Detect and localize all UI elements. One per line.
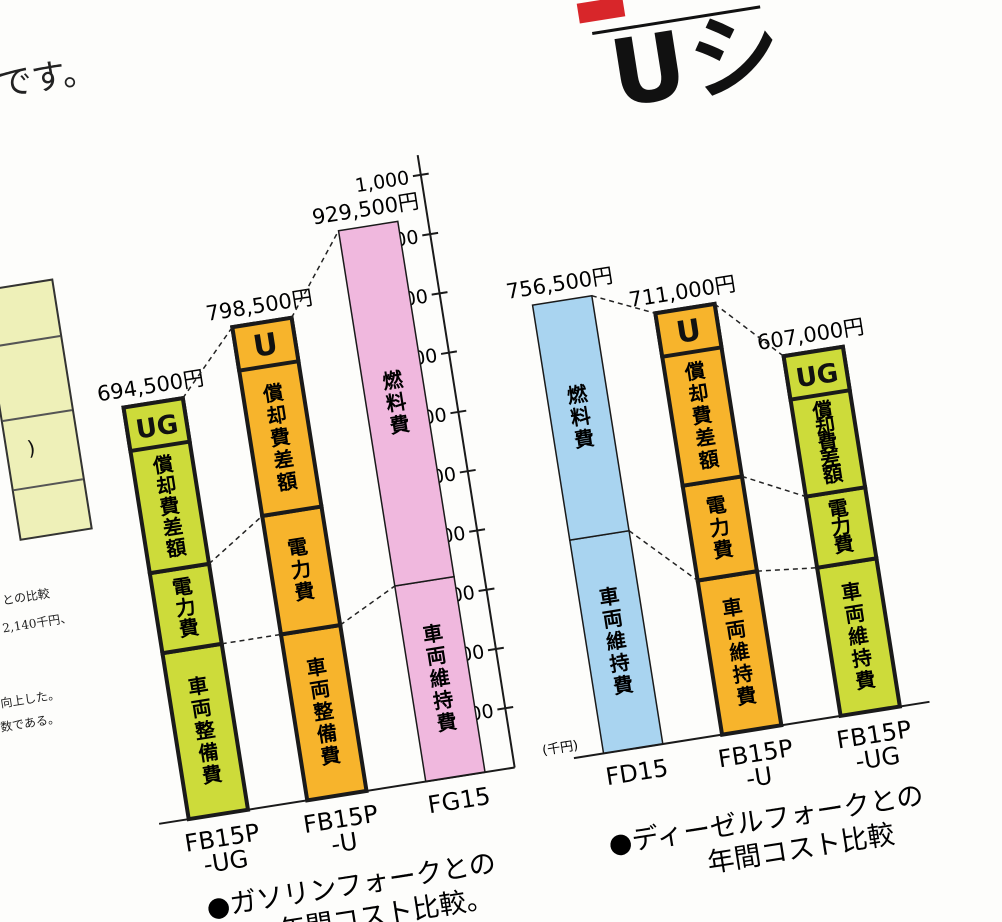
- bar-0-0-badge: UG: [134, 409, 181, 445]
- chart-plot-area: 1002003004005006007008009001,000(千円)UG車両…: [95, 154, 930, 922]
- connector-1-0-0: [628, 530, 699, 582]
- bar-1-2-segment-0-label: 車両維持費: [840, 578, 878, 693]
- bar-0-1-badge-box: [230, 315, 301, 373]
- category-sublabel-1-2: -UG: [853, 741, 902, 776]
- bar-0-2-segment-1: [337, 220, 455, 587]
- bar-0-0-segment-0-label: 車両整備費: [185, 672, 224, 787]
- connector-0-0-1: [208, 515, 263, 565]
- connector-1-0-1: [591, 295, 656, 315]
- bar-0-0-total-label: 694,500円: [95, 366, 205, 407]
- y-tick-600: [450, 409, 467, 415]
- y-axis-line: [416, 154, 516, 768]
- bar-1-2-segment-2-label: 償却費差額: [810, 396, 846, 487]
- bar-1-1-segment-0-label: 車両維持費: [721, 594, 759, 709]
- bar-0-0-segment-1-label: 電力費: [170, 573, 200, 641]
- y-tick-100: [497, 706, 514, 711]
- y-tick-200: [487, 646, 504, 652]
- bar-0-1-badge: U: [251, 326, 281, 364]
- bar-0-1-segment-1-label: 電力費: [286, 533, 317, 604]
- bar-0-0-segment-2-label: 償却費差額: [150, 451, 189, 561]
- connector-0-1-0: [339, 585, 396, 626]
- y-tick-900: [422, 231, 439, 237]
- connector-1-1-2: [714, 303, 785, 357]
- bar-0-2-segment-0-label: 車両維持費: [421, 620, 459, 735]
- bar-1-2-total-label: 607,000円: [755, 314, 865, 355]
- category-label-0-2: FG15: [426, 782, 493, 820]
- bar-1-0-segment-1-label: 燃料費: [565, 381, 597, 452]
- category-sublabel-1-1: -U: [744, 761, 774, 793]
- bar-1-2-badge-box: [781, 344, 853, 402]
- bar-0-1-segment-0-label: 車両整備費: [304, 654, 343, 769]
- y-tick-700: [440, 350, 458, 355]
- bar-1-1-segment-1-label: 電力費: [704, 491, 735, 562]
- bar-1-1-total-label: 711,000円: [627, 272, 737, 313]
- category-label-1-0: FD15: [604, 754, 670, 791]
- connector-1-1-0: [756, 566, 818, 572]
- baseline-1: [573, 700, 930, 760]
- bar-1-1-segment-2-label: 償却費差額: [682, 357, 721, 473]
- y-tick-800: [431, 291, 448, 296]
- bar-1-0-segment-1: [531, 294, 630, 541]
- bar-1-2-segment-1-label: 電力費: [826, 495, 855, 558]
- y-tick-300: [478, 587, 495, 592]
- bar-0-1-segment-2-label: 償却費差額: [260, 379, 300, 495]
- bar-0-2-segment-1-label: 燃料費: [381, 367, 413, 438]
- bar-1-1-badge-box: [653, 301, 724, 360]
- y-tick-500: [459, 468, 476, 474]
- connector-0-0-0: [221, 633, 282, 645]
- connector-0-1-1: [290, 230, 340, 319]
- connector-0-0-2: [182, 326, 233, 399]
- baseline-0: [158, 766, 515, 825]
- bar-0-0-badge-box: [121, 395, 192, 454]
- y-tick-400: [469, 528, 486, 533]
- y-axis-unit-label: (千円): [541, 738, 579, 758]
- connector-1-1-1: [741, 475, 807, 498]
- y-tick-1000: [412, 172, 429, 178]
- category-sublabel-0-0: -UG: [202, 845, 251, 880]
- bar-1-0-total-label: 756,500円: [504, 263, 614, 304]
- bar-1-2-badge: UG: [794, 358, 841, 394]
- bar-1-0-segment-0-label: 車両維持費: [597, 583, 635, 698]
- bar-1-1-badge: U: [674, 313, 704, 351]
- category-sublabel-0-1: -U: [329, 827, 359, 859]
